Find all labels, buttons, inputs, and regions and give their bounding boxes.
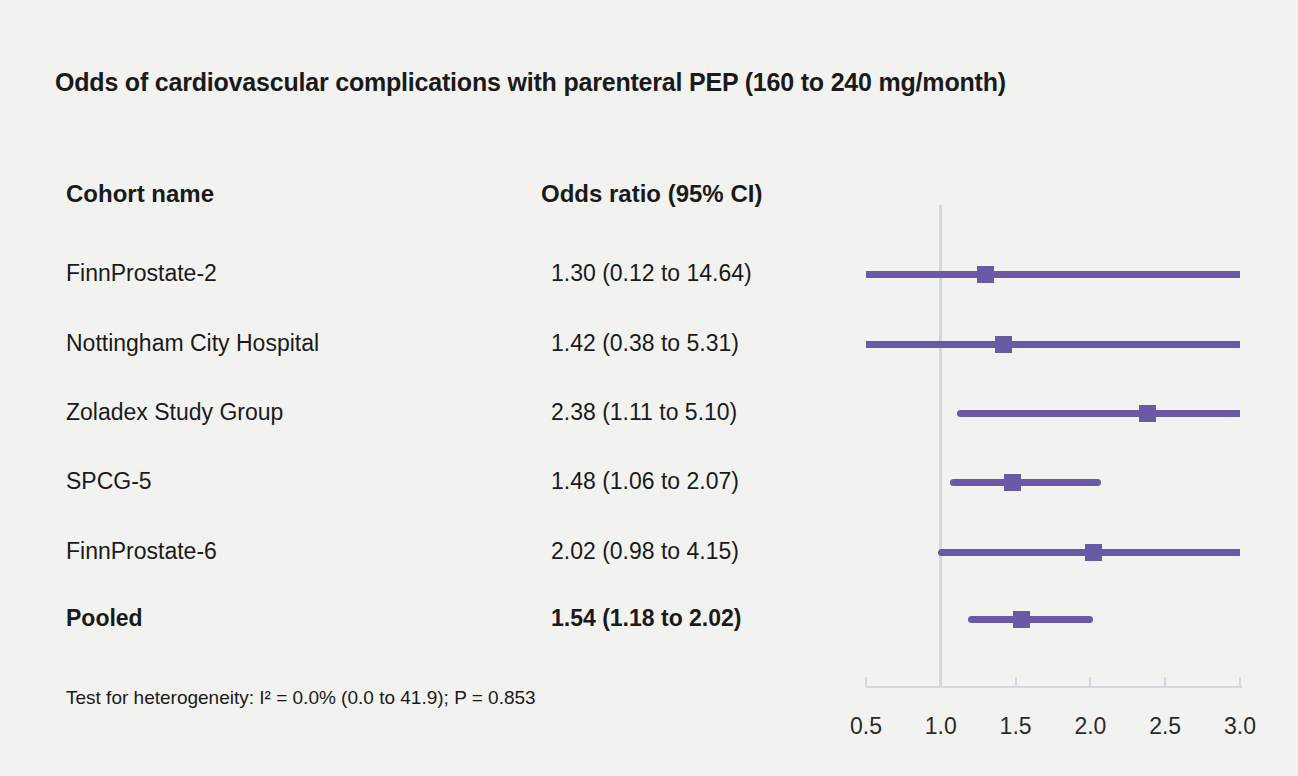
axis-tick [940,677,942,686]
axis-tick [1164,677,1166,686]
ci-line [866,341,1240,348]
or-marker [1013,611,1030,628]
chart-title: Odds of cardiovascular complications wit… [55,68,1006,97]
axis-tick [1239,677,1241,686]
column-header-odds-ratio: Odds ratio (95% CI) [541,182,762,206]
ci-line [957,410,1240,417]
axis-tick [1089,677,1091,686]
forest-plot-figure: Odds of cardiovascular complications wit… [0,0,1298,776]
or-marker [1139,405,1156,422]
x-axis [866,686,1242,688]
tick-label: 1.0 [911,715,971,738]
tick-label: 1.5 [986,715,1046,738]
cohort-name-pooled: Pooled [66,607,143,630]
odds-ratio-value: 2.38 (1.11 to 5.10) [551,401,737,424]
cohort-name: Nottingham City Hospital [66,332,319,355]
or-marker [977,266,994,283]
cohort-name: FinnProstate-2 [66,262,217,285]
or-marker [995,336,1012,353]
reference-line [939,205,942,688]
odds-ratio-value-pooled: 1.54 (1.18 to 2.02) [551,607,742,630]
odds-ratio-value: 1.42 (0.38 to 5.31) [551,332,739,355]
cohort-name: Zoladex Study Group [66,401,283,424]
tick-label: 3.0 [1210,715,1270,738]
odds-ratio-value: 1.30 (0.12 to 14.64) [551,262,752,285]
ci-line [866,271,1240,278]
axis-tick [865,677,867,686]
odds-ratio-value: 2.02 (0.98 to 4.15) [551,540,739,563]
ci-line [938,549,1240,556]
axis-tick [1015,677,1017,686]
ci-line [950,479,1101,486]
cohort-name: FinnProstate-6 [66,540,217,563]
or-marker [1085,544,1102,561]
tick-label: 2.0 [1060,715,1120,738]
odds-ratio-value: 1.48 (1.06 to 2.07) [551,470,739,493]
ci-line [968,616,1094,623]
forest-plot: 0.5 1.0 1.5 2.0 2.5 3.0 [0,0,1298,776]
cohort-name: SPCG-5 [66,470,152,493]
or-marker [1004,474,1021,491]
tick-label: 2.5 [1135,715,1195,738]
tick-label: 0.5 [836,715,896,738]
heterogeneity-footnote: Test for heterogeneity: I² = 0.0% (0.0 t… [66,687,536,709]
column-header-cohort: Cohort name [66,182,214,206]
